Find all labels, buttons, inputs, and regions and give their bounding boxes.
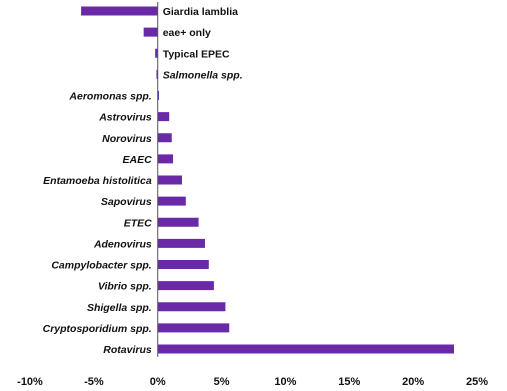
category-label: Salmonella spp. (163, 69, 243, 81)
x-tick-label: 0% (150, 376, 166, 388)
x-tick-label: -5% (84, 376, 104, 388)
category-label: Campylobacter spp. (51, 260, 151, 272)
x-tick-label: 10% (274, 376, 296, 388)
bar-entamoeba-histolitica (157, 175, 182, 185)
x-tick-label: 20% (402, 376, 424, 388)
x-tick-label: -10% (17, 376, 43, 388)
bar-campylobacter-spp (157, 260, 209, 269)
bar-adenovirus (157, 238, 205, 248)
category-labels-layer: Giardia lamblia eae+ only Typical EPEC Salm… (43, 6, 243, 356)
category-label: Sapovirus (101, 196, 152, 208)
x-tick-label: 15% (338, 376, 360, 388)
bars-layer (81, 6, 455, 354)
category-label: Entamoeba histolitica (43, 175, 152, 187)
category-label: Adenovirus (93, 238, 152, 250)
bar-sapovirus (157, 196, 186, 206)
bar-rotavirus (157, 344, 455, 354)
category-label: eae+ only (163, 27, 211, 39)
category-label: Norovirus (102, 133, 152, 145)
bar-giardia-lamblia (81, 6, 158, 16)
bar-astrovirus (157, 112, 170, 122)
category-label: EAEC (123, 154, 153, 166)
bar-typical-epec (155, 48, 158, 58)
bar-cryptosporidium-spp (157, 323, 230, 333)
category-label: Astrovirus (98, 112, 152, 124)
category-label: Shigella spp. (87, 302, 152, 314)
category-label: Vibrio spp. (98, 281, 152, 293)
category-label: Typical EPEC (163, 48, 230, 60)
bar-aeromonas-spp (157, 91, 159, 100)
bar-norovirus (157, 133, 172, 143)
category-label: Aeromonas spp. (68, 91, 151, 103)
category-label: Giardia lamblia (163, 6, 238, 18)
bar-etec (157, 217, 199, 227)
bar-shigella-spp (157, 302, 226, 312)
x-tick-label: 25% (466, 376, 488, 388)
category-label: Cryptosporidium spp. (43, 323, 152, 335)
bar-eae-only (143, 27, 158, 37)
x-tick-label: 5% (214, 376, 230, 388)
bar-eaec (157, 154, 174, 164)
category-label: ETEC (124, 217, 152, 229)
category-label: Rotavirus (103, 344, 152, 356)
x-tick-labels-layer: -10% -5% 0% 5% 10% 15% 20% 25% (17, 376, 488, 388)
bar-vibrio-spp (157, 281, 214, 291)
bar-salmonella-spp (156, 69, 158, 79)
